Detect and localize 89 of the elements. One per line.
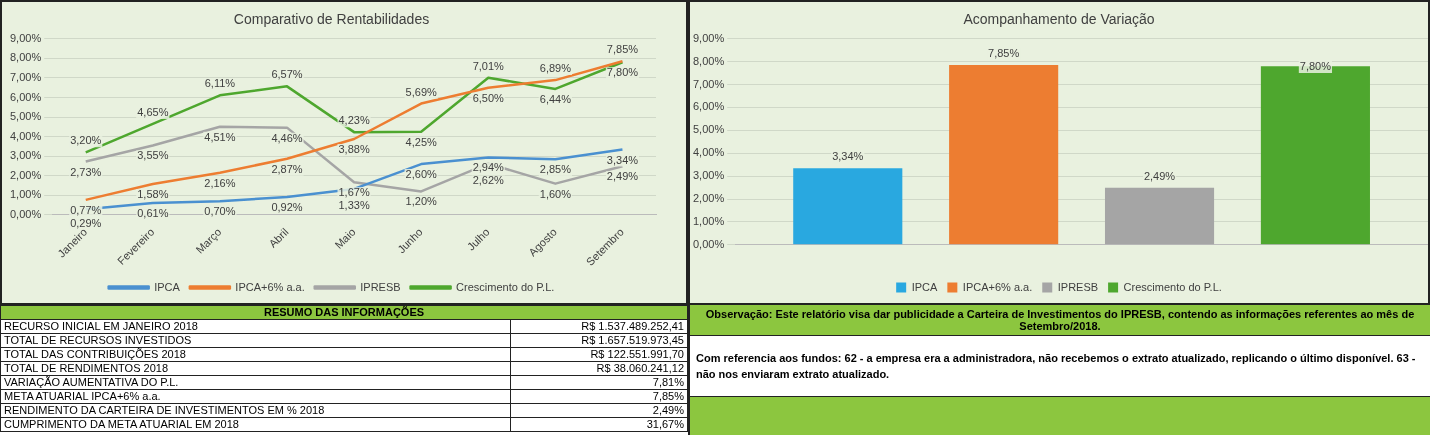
text: R$ 122.551.991,70 — [590, 348, 684, 360]
y-tick-label: 6,00% — [692, 100, 725, 113]
data-label: 2,94% — [472, 161, 505, 174]
y-tick-label: 9,00% — [692, 31, 725, 44]
y-tick-label: 9,00% — [9, 31, 42, 44]
text: R$ 1.537.489.252,41 — [581, 320, 684, 332]
data-label: 1,67% — [338, 186, 370, 199]
legend-label: IPCA+6% a.a. — [962, 280, 1033, 293]
data-label: 6,44% — [539, 92, 572, 105]
data-label: 7,80% — [606, 66, 639, 79]
data-label: 0,92% — [271, 200, 303, 213]
text: 31,67% — [646, 418, 684, 430]
legend-label: IPRESB — [1057, 280, 1099, 293]
data-label: 3,34% — [832, 150, 864, 163]
text: RESUMO DAS INFORMAÇÕES — [0, 305, 688, 320]
y-tick-label: 4,00% — [692, 146, 725, 159]
y-tick-label: 0,00% — [9, 207, 42, 220]
data-label: 7,85% — [988, 47, 1020, 60]
y-tick-label: 1,00% — [692, 214, 725, 227]
data-label: 0,70% — [204, 205, 236, 218]
data-label: 4,23% — [338, 114, 370, 127]
text: 2,49% — [652, 404, 684, 416]
text: R$ 38.060.241,12 — [596, 362, 684, 374]
text: R$ 1.657.519.973,45 — [581, 334, 684, 346]
y-tick-label: 3,00% — [692, 169, 725, 182]
category-label: RECURSO INICIAL EM JANEIRO 2018 — [0, 319, 511, 334]
y-tick-label: 0,00% — [692, 237, 725, 250]
y-tick-label: 5,00% — [9, 110, 42, 123]
data-label: 4,46% — [271, 131, 303, 144]
legend-label: Crescimento do P.L. — [456, 280, 555, 293]
y-tick-label: 6,00% — [9, 90, 42, 103]
data-label: 6,50% — [472, 91, 505, 104]
legend-label: IPCA — [911, 280, 939, 293]
data-label: 2,87% — [271, 162, 303, 175]
category-label: TOTAL DE RENDIMENTOS 2018 — [0, 361, 511, 376]
data-label: 3,20% — [70, 134, 102, 147]
data-label: 0,61% — [137, 207, 169, 220]
y-tick-label: 4,00% — [9, 129, 42, 142]
text: Observação: Este relatório visa dar publicidade a Carteira de Investimentos do IPRESB, contendo as informações referentes ao mês de Setembro/2018. — [690, 305, 1430, 336]
data-label: 7,01% — [472, 59, 505, 72]
data-label: 3,88% — [338, 143, 370, 156]
y-tick-label: 8,00% — [692, 54, 725, 67]
data-label: 2,16% — [204, 176, 236, 189]
y-tick-label: 1,00% — [9, 188, 42, 201]
data-label: 7,85% — [606, 43, 639, 56]
data-label: 3,34% — [606, 153, 639, 166]
y-tick-label: 2,00% — [9, 168, 42, 181]
data-label: 0,29% — [70, 216, 102, 229]
y-tick-label: 5,00% — [692, 123, 725, 136]
legend-label: IPCA+6% a.a. — [235, 280, 305, 293]
legend-label: IPCA — [154, 280, 181, 293]
y-tick-label: 7,00% — [9, 70, 42, 83]
category-label: TOTAL DE RECURSOS INVESTIDOS — [0, 333, 511, 348]
chart-title: Acompanhamento de Variação — [963, 11, 1155, 28]
data-label: 2,49% — [1143, 169, 1176, 182]
text: 7,85% — [652, 390, 684, 402]
legend-label: Crescimento do P.L. — [1123, 280, 1222, 293]
text: Com referencia aos fundos: 62 - a empresa era a administradora, não recebemos o extrato atualizado, replicando o último disponível. 63 - não nos enviaram extrato atualizado. — [690, 336, 1430, 397]
category-label: RENDIMENTO DA CARTEIRA DE INVESTIMENTOS EM % 2018 — [0, 403, 511, 418]
data-label: 4,51% — [204, 130, 236, 143]
data-label: 6,89% — [539, 62, 572, 75]
category-label: CUMPRIMENTO DA META ATUARIAL EM 2018 — [0, 417, 511, 432]
category-label: TOTAL DAS CONTRIBUIÇÕES 2018 — [0, 347, 511, 362]
data-label: 6,57% — [271, 68, 303, 81]
y-tick-label: 3,00% — [9, 149, 42, 162]
data-label: 1,33% — [338, 199, 370, 212]
data-label: 2,60% — [405, 168, 437, 181]
data-label: 1,20% — [405, 195, 437, 208]
data-label: 4,25% — [405, 135, 437, 148]
data-label: 2,62% — [472, 174, 505, 187]
data-label: 1,60% — [539, 187, 572, 200]
data-label: 2,85% — [539, 163, 572, 176]
data-label: 1,58% — [137, 188, 169, 201]
data-label: 3,55% — [137, 149, 169, 162]
legend-label: IPRESB — [360, 280, 401, 293]
data-label: 2,73% — [70, 165, 102, 178]
data-label: 0,77% — [70, 203, 102, 216]
data-label: 6,11% — [204, 77, 236, 90]
data-label: 7,80% — [1299, 60, 1332, 73]
category-label: VARIAÇÃO AUMENTATIVA DO P.L. — [0, 375, 511, 390]
data-label: 5,69% — [405, 85, 437, 98]
y-tick-label: 7,00% — [692, 77, 725, 90]
data-label: 4,65% — [137, 105, 169, 118]
category-label: META ATUARIAL IPCA+6% a.a. — [0, 389, 511, 404]
data-label: 2,49% — [606, 170, 639, 183]
text: 7,81% — [652, 376, 684, 388]
y-tick-label: 2,00% — [692, 192, 725, 205]
chart-title: Comparativo de Rentabilidades — [233, 11, 430, 28]
y-tick-label: 8,00% — [9, 51, 42, 64]
